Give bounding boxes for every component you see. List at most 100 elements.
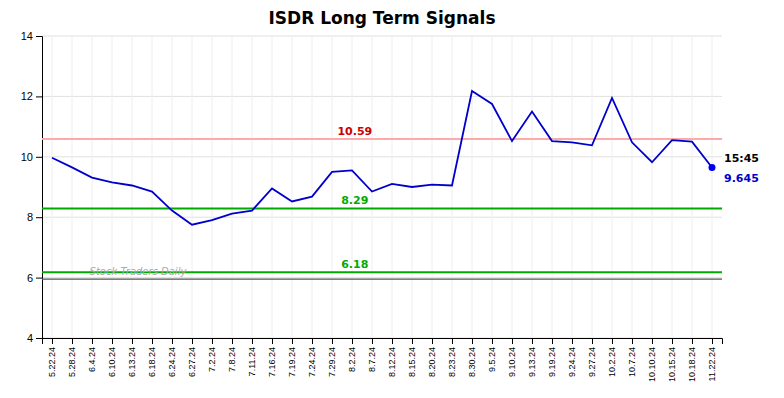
x-tick-mark	[512, 338, 513, 344]
x-tick: 5.22.24	[47, 338, 57, 377]
y-tick-mark	[36, 157, 42, 158]
x-tick: 9.24.24	[567, 338, 577, 377]
grid-line	[72, 36, 73, 338]
y-tick-mark	[36, 217, 42, 218]
grid-line	[712, 36, 713, 338]
x-tick-label: 8.2.24	[347, 347, 357, 372]
y-tick: 12	[21, 90, 42, 102]
grid-line	[352, 36, 353, 338]
marks	[42, 91, 722, 279]
grid-line	[52, 36, 53, 338]
x-tick: 7.2.24	[207, 338, 217, 372]
x-tick-mark	[52, 338, 53, 344]
y-tick-label: 8	[27, 211, 33, 223]
x-tick-label: 10.2.24	[607, 347, 617, 377]
x-tick-mark	[452, 338, 453, 344]
x-tick: 9.10.24	[507, 338, 517, 377]
x-tick-label: 6.4.24	[87, 347, 97, 372]
x-tick-mark	[692, 338, 693, 344]
y-tick: 14	[21, 30, 42, 42]
x-tick-label: 6.18.24	[147, 347, 157, 377]
x-tick-label: 6.10.24	[107, 347, 117, 377]
grid	[42, 36, 722, 338]
x-tick-label: 9.24.24	[567, 347, 577, 377]
x-tick: 7.11.24	[247, 338, 257, 376]
x-tick-label: 11.22.24	[707, 347, 717, 381]
y-tick: 8	[27, 211, 42, 223]
x-tick: 6.4.24	[87, 338, 97, 372]
x-tick: 9.27.24	[587, 338, 597, 377]
y-tick-mark	[36, 338, 42, 339]
last-point	[709, 164, 716, 171]
grid-line	[42, 277, 722, 278]
x-tick-label: 9.10.24	[507, 347, 517, 377]
x-tick: 6.13.24	[127, 338, 137, 377]
y-tick: 6	[27, 272, 42, 284]
x-axis-line	[43, 339, 723, 345]
grid-line	[332, 36, 333, 338]
grid-line	[692, 36, 693, 338]
x-tick: 6.18.24	[147, 338, 157, 377]
x-tick: 10.15.24	[667, 338, 677, 382]
x-tick-mark	[232, 338, 233, 344]
grid-line	[232, 36, 233, 338]
x-tick: 6.24.24	[167, 338, 177, 377]
x-tick-mark	[652, 338, 653, 344]
x-tick-mark	[472, 338, 473, 344]
grid-line	[292, 36, 293, 338]
x-tick: 8.15.24	[407, 338, 417, 377]
x-tick-mark	[532, 338, 533, 344]
x-tick-label: 7.16.24	[267, 347, 277, 377]
horizontal-line	[42, 138, 722, 140]
x-tick-label: 9.19.24	[547, 347, 557, 377]
x-tick-mark	[92, 338, 93, 344]
x-tick: 9.19.24	[547, 338, 557, 377]
x-tick-mark	[112, 338, 113, 344]
x-tick-mark	[392, 338, 393, 344]
x-tick-label: 9.5.24	[487, 347, 497, 372]
x-tick-mark	[412, 338, 413, 344]
x-axis: 5.22.245.28.246.4.246.10.246.13.246.18.2…	[43, 338, 723, 382]
x-tick-mark	[132, 338, 133, 344]
grid-line	[172, 36, 173, 338]
x-tick-label: 8.12.24	[387, 347, 397, 377]
x-tick: 7.19.24	[287, 338, 297, 377]
hline-label: 6.18	[341, 258, 368, 271]
grid-line	[452, 36, 453, 338]
x-tick: 7.24.24	[307, 338, 317, 377]
grid-line	[672, 36, 673, 338]
x-tick-mark	[432, 338, 433, 344]
x-tick-label: 8.30.24	[467, 347, 477, 377]
x-tick: 8.7.24	[367, 338, 377, 372]
grid-line	[372, 36, 373, 338]
x-tick: 6.27.24	[187, 338, 197, 377]
y-tick-label: 6	[27, 272, 33, 284]
grid-line	[212, 36, 213, 338]
x-tick-mark	[612, 338, 613, 344]
grid-line	[42, 36, 722, 37]
x-tick: 8.20.24	[427, 338, 437, 377]
horizontal-line	[42, 207, 722, 209]
hline-label: 8.29	[341, 194, 368, 207]
x-tick-label: 8.15.24	[407, 347, 417, 377]
last-time-label: 15:45	[724, 152, 759, 165]
hline-label: 10.59	[337, 125, 372, 138]
grid-line	[152, 36, 153, 338]
grid-line	[472, 36, 473, 338]
grid-line	[532, 36, 533, 338]
grid-line	[632, 36, 633, 338]
y-tick: 4	[27, 332, 42, 344]
x-tick: 9.5.24	[487, 338, 497, 372]
x-tick-label: 10.15.24	[667, 347, 677, 382]
x-tick: 10.18.24	[687, 338, 697, 382]
grid-line	[92, 36, 93, 338]
x-tick-label: 10.10.24	[647, 347, 657, 382]
x-tick-mark	[152, 338, 153, 344]
x-tick: 10.10.24	[647, 338, 657, 382]
x-tick: 8.30.24	[467, 338, 477, 377]
grid-line	[592, 36, 593, 338]
x-tick-label: 6.27.24	[187, 347, 197, 377]
y-tick: 10	[21, 151, 42, 163]
x-tick-label: 6.13.24	[127, 347, 137, 377]
grid-line	[192, 36, 193, 338]
